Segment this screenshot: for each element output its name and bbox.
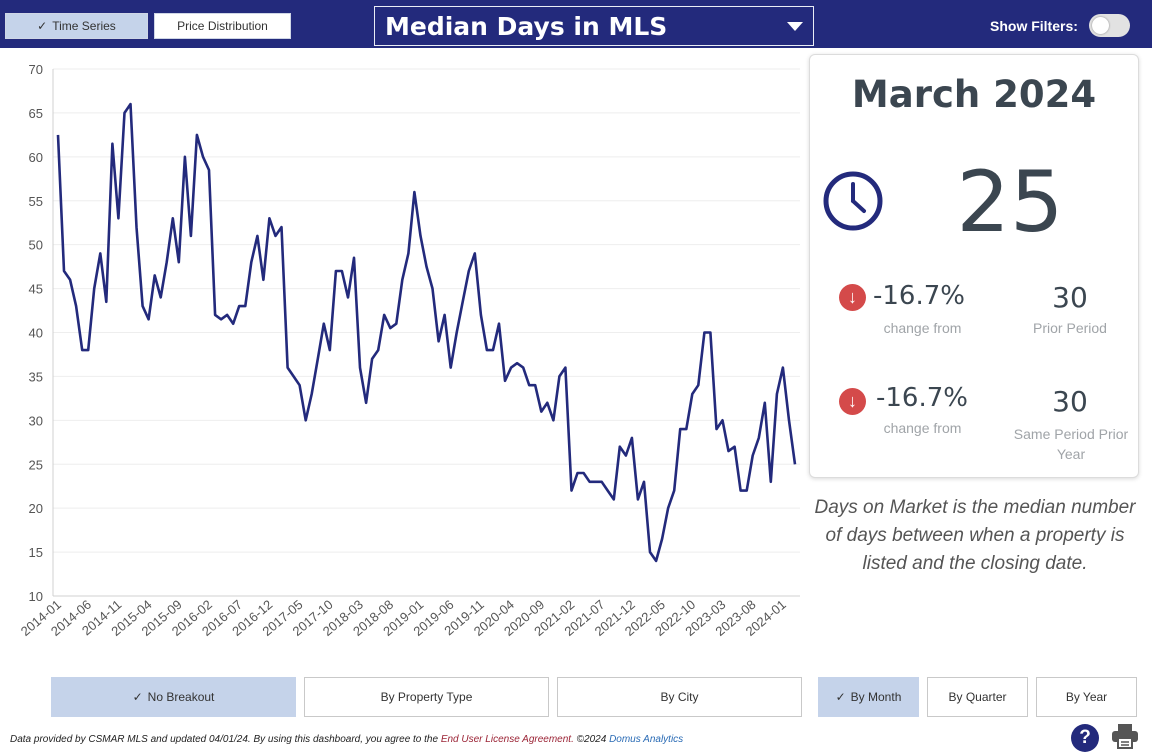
- tab-price-distribution[interactable]: Price Distribution: [154, 13, 291, 39]
- tab-time-series[interactable]: ✓ Time Series: [5, 13, 148, 39]
- by-quarter-label: By Quarter: [948, 690, 1007, 704]
- y-tick-label: 50: [29, 238, 43, 253]
- footer-text: Data provided by CSMAR MLS and updated 0…: [10, 734, 439, 745]
- footer: Data provided by CSMAR MLS and updated 0…: [10, 734, 683, 745]
- y-tick-label: 15: [29, 545, 43, 560]
- y-tick-label: 60: [29, 150, 43, 165]
- y-tick-label: 55: [29, 194, 43, 209]
- checkmark-icon: ✓: [132, 690, 143, 704]
- brand-link[interactable]: Domus Analytics: [609, 734, 684, 745]
- by-city-label: By City: [660, 690, 699, 704]
- eula-link[interactable]: End User License Agreement.: [440, 734, 574, 745]
- tab-price-distribution-label: Price Distribution: [177, 19, 268, 33]
- prior-period-label: Prior Period: [1033, 320, 1107, 336]
- y-tick-label: 10: [29, 589, 43, 604]
- median-days-line-chart: 101520253035404550556065702014-012014-06…: [18, 62, 800, 639]
- y-tick-label: 35: [29, 369, 43, 384]
- show-filters-label: Show Filters:: [990, 18, 1078, 34]
- no-breakout-button[interactable]: ✓ No Breakout: [51, 677, 296, 717]
- change-pct-prior-period: -16.7%: [873, 281, 965, 311]
- by-city-button[interactable]: By City: [557, 677, 802, 717]
- card-period: March 2024: [851, 73, 1097, 116]
- by-month-label: By Month: [850, 690, 902, 704]
- show-filters-toggle[interactable]: [1089, 14, 1130, 37]
- toggle-knob: [1092, 17, 1109, 34]
- by-property-type-button[interactable]: By Property Type: [304, 677, 549, 717]
- change-label: change from: [883, 320, 962, 336]
- metric-description: Days on Market is the median number of d…: [814, 497, 1136, 574]
- checkmark-icon: ✓: [37, 19, 48, 33]
- y-tick-label: 25: [29, 457, 43, 472]
- arrow-down-icon: ↓: [839, 284, 866, 311]
- footer-copyright: ©2024: [576, 734, 607, 745]
- y-tick-label: 70: [29, 62, 43, 77]
- help-icon[interactable]: ?: [1071, 724, 1099, 752]
- printer-icon[interactable]: [1111, 722, 1139, 750]
- prior-year-label: Same Period Prior Year: [1013, 426, 1129, 462]
- no-breakout-label: No Breakout: [147, 690, 215, 704]
- current-value: 25: [956, 153, 1064, 251]
- by-year-button[interactable]: By Year: [1036, 677, 1137, 717]
- by-month-button[interactable]: ✓ By Month: [818, 677, 919, 717]
- median-days-series-line[interactable]: [56, 102, 797, 563]
- y-tick-label: 30: [29, 413, 43, 428]
- metric-select[interactable]: Median Days in MLS: [374, 6, 814, 46]
- y-tick-label: 45: [29, 282, 43, 297]
- y-tick-label: 20: [29, 501, 43, 516]
- clock-icon: [823, 171, 883, 231]
- checkmark-icon: ✓: [835, 690, 846, 704]
- by-quarter-button[interactable]: By Quarter: [927, 677, 1028, 717]
- tab-time-series-label: Time Series: [52, 19, 116, 33]
- y-tick-label: 65: [29, 106, 43, 121]
- prior-period-value: 30: [1052, 281, 1088, 314]
- y-tick-label: 40: [29, 326, 43, 341]
- summary-card: March 2024 25 ↓ -16.7% change from 30 Pr…: [809, 54, 1139, 478]
- by-property-type-label: By Property Type: [380, 690, 473, 704]
- arrow-down-icon: ↓: [839, 388, 866, 415]
- metric-select-value: Median Days in MLS: [385, 11, 668, 41]
- change-label: change from: [883, 420, 962, 436]
- by-year-label: By Year: [1065, 690, 1108, 704]
- prior-year-value: 30: [1052, 385, 1088, 418]
- chevron-down-icon: [787, 22, 803, 31]
- change-pct-prior-year: -16.7%: [876, 383, 968, 413]
